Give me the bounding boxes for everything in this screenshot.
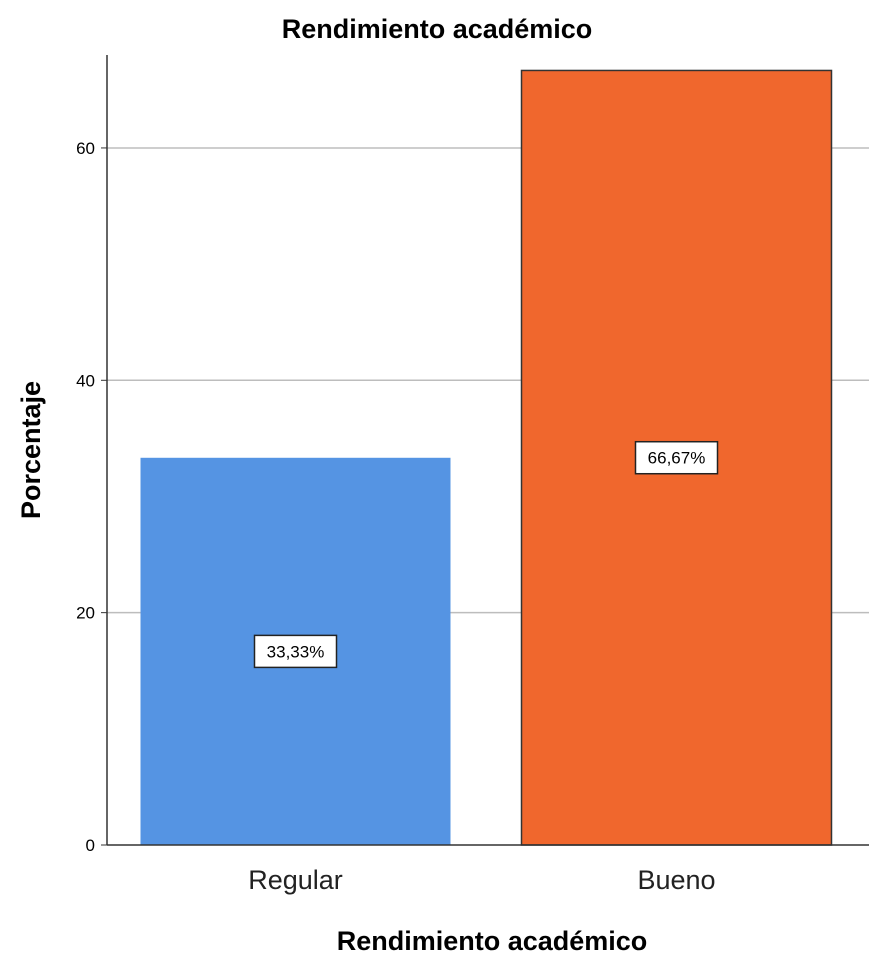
y-tick-label: 0 [86,836,95,855]
axes: 0 20 40 60 Regular Bueno [76,55,869,895]
data-label: 33,33% [267,642,325,661]
data-labels: 33,33% 66,67% [253,440,719,669]
y-tick-label: 20 [76,604,95,623]
y-tick-label: 40 [76,371,95,390]
y-axis-title: Porcentaje [16,381,46,519]
bars [140,69,833,846]
data-label-box [634,440,719,475]
x-category-label: Regular [248,865,343,895]
y-tick-label: 60 [76,139,95,158]
data-label-box [253,634,338,669]
x-category-label: Bueno [637,865,715,895]
chart-title: Rendimiento académico [282,14,593,44]
data-label: 66,67% [648,449,706,468]
x-axis-title: Rendimiento académico [337,926,648,956]
